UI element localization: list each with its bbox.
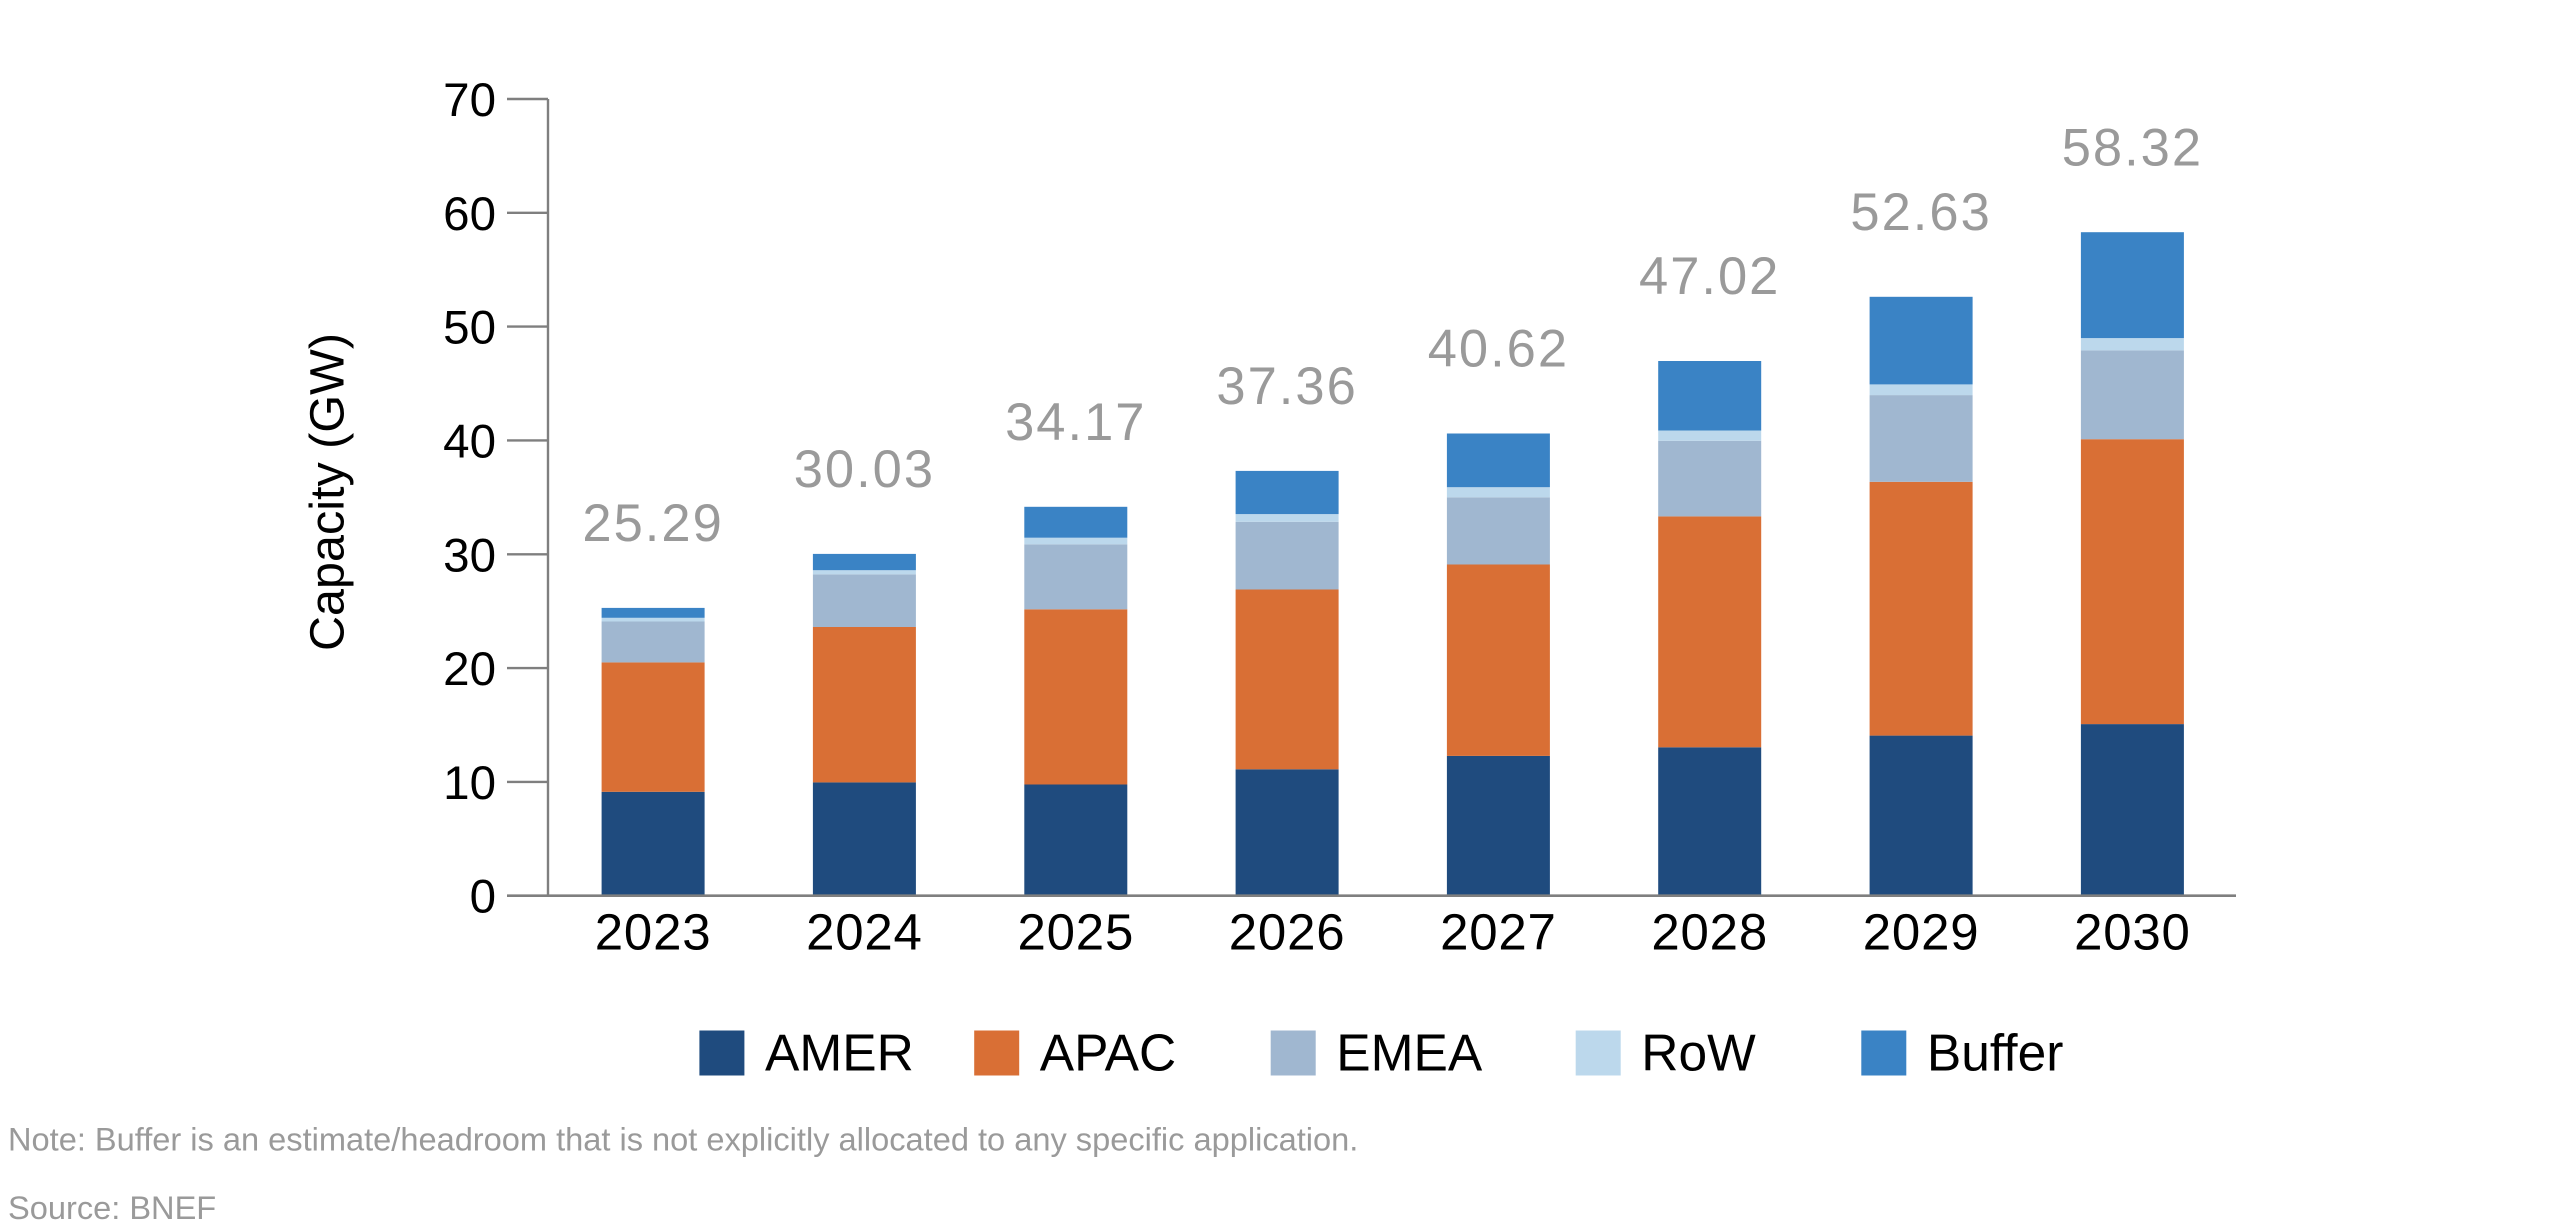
svg-text:60: 60 [443,188,496,241]
svg-text:Note: Buffer is an estimate/he: Note: Buffer is an estimate/headroom tha… [8,1120,1358,1157]
svg-text:20: 20 [443,643,496,696]
svg-text:2025: 2025 [1017,904,1134,961]
svg-text:EMEA: EMEA [1336,1023,1483,1081]
svg-text:0: 0 [470,871,496,924]
svg-text:2026: 2026 [1229,904,1346,961]
svg-text:30: 30 [443,529,496,582]
svg-text:25.29: 25.29 [582,494,723,553]
svg-text:52.63: 52.63 [1850,183,1991,242]
svg-text:37.36: 37.36 [1216,357,1357,416]
svg-text:40: 40 [443,415,496,468]
svg-text:30.03: 30.03 [794,440,935,499]
svg-text:Source: BNEF: Source: BNEF [8,1189,216,1226]
svg-text:AMER: AMER [765,1023,914,1081]
svg-text:Capacity (GW): Capacity (GW) [301,333,355,651]
svg-text:58.32: 58.32 [2062,118,2203,177]
svg-text:10: 10 [443,757,496,810]
svg-text:2030: 2030 [2074,904,2191,961]
svg-text:RoW: RoW [1641,1023,1756,1081]
svg-text:40.62: 40.62 [1428,320,1569,379]
svg-text:34.17: 34.17 [1005,393,1146,452]
svg-text:APAC: APAC [1040,1023,1176,1081]
svg-text:2029: 2029 [1863,904,1980,961]
svg-text:50: 50 [443,302,496,355]
svg-text:70: 70 [443,74,496,127]
svg-text:2023: 2023 [595,904,712,961]
svg-text:2028: 2028 [1651,904,1768,961]
svg-text:2027: 2027 [1440,904,1557,961]
svg-text:Buffer: Buffer [1927,1023,2063,1081]
svg-text:47.02: 47.02 [1639,247,1780,306]
svg-text:2024: 2024 [806,904,923,961]
